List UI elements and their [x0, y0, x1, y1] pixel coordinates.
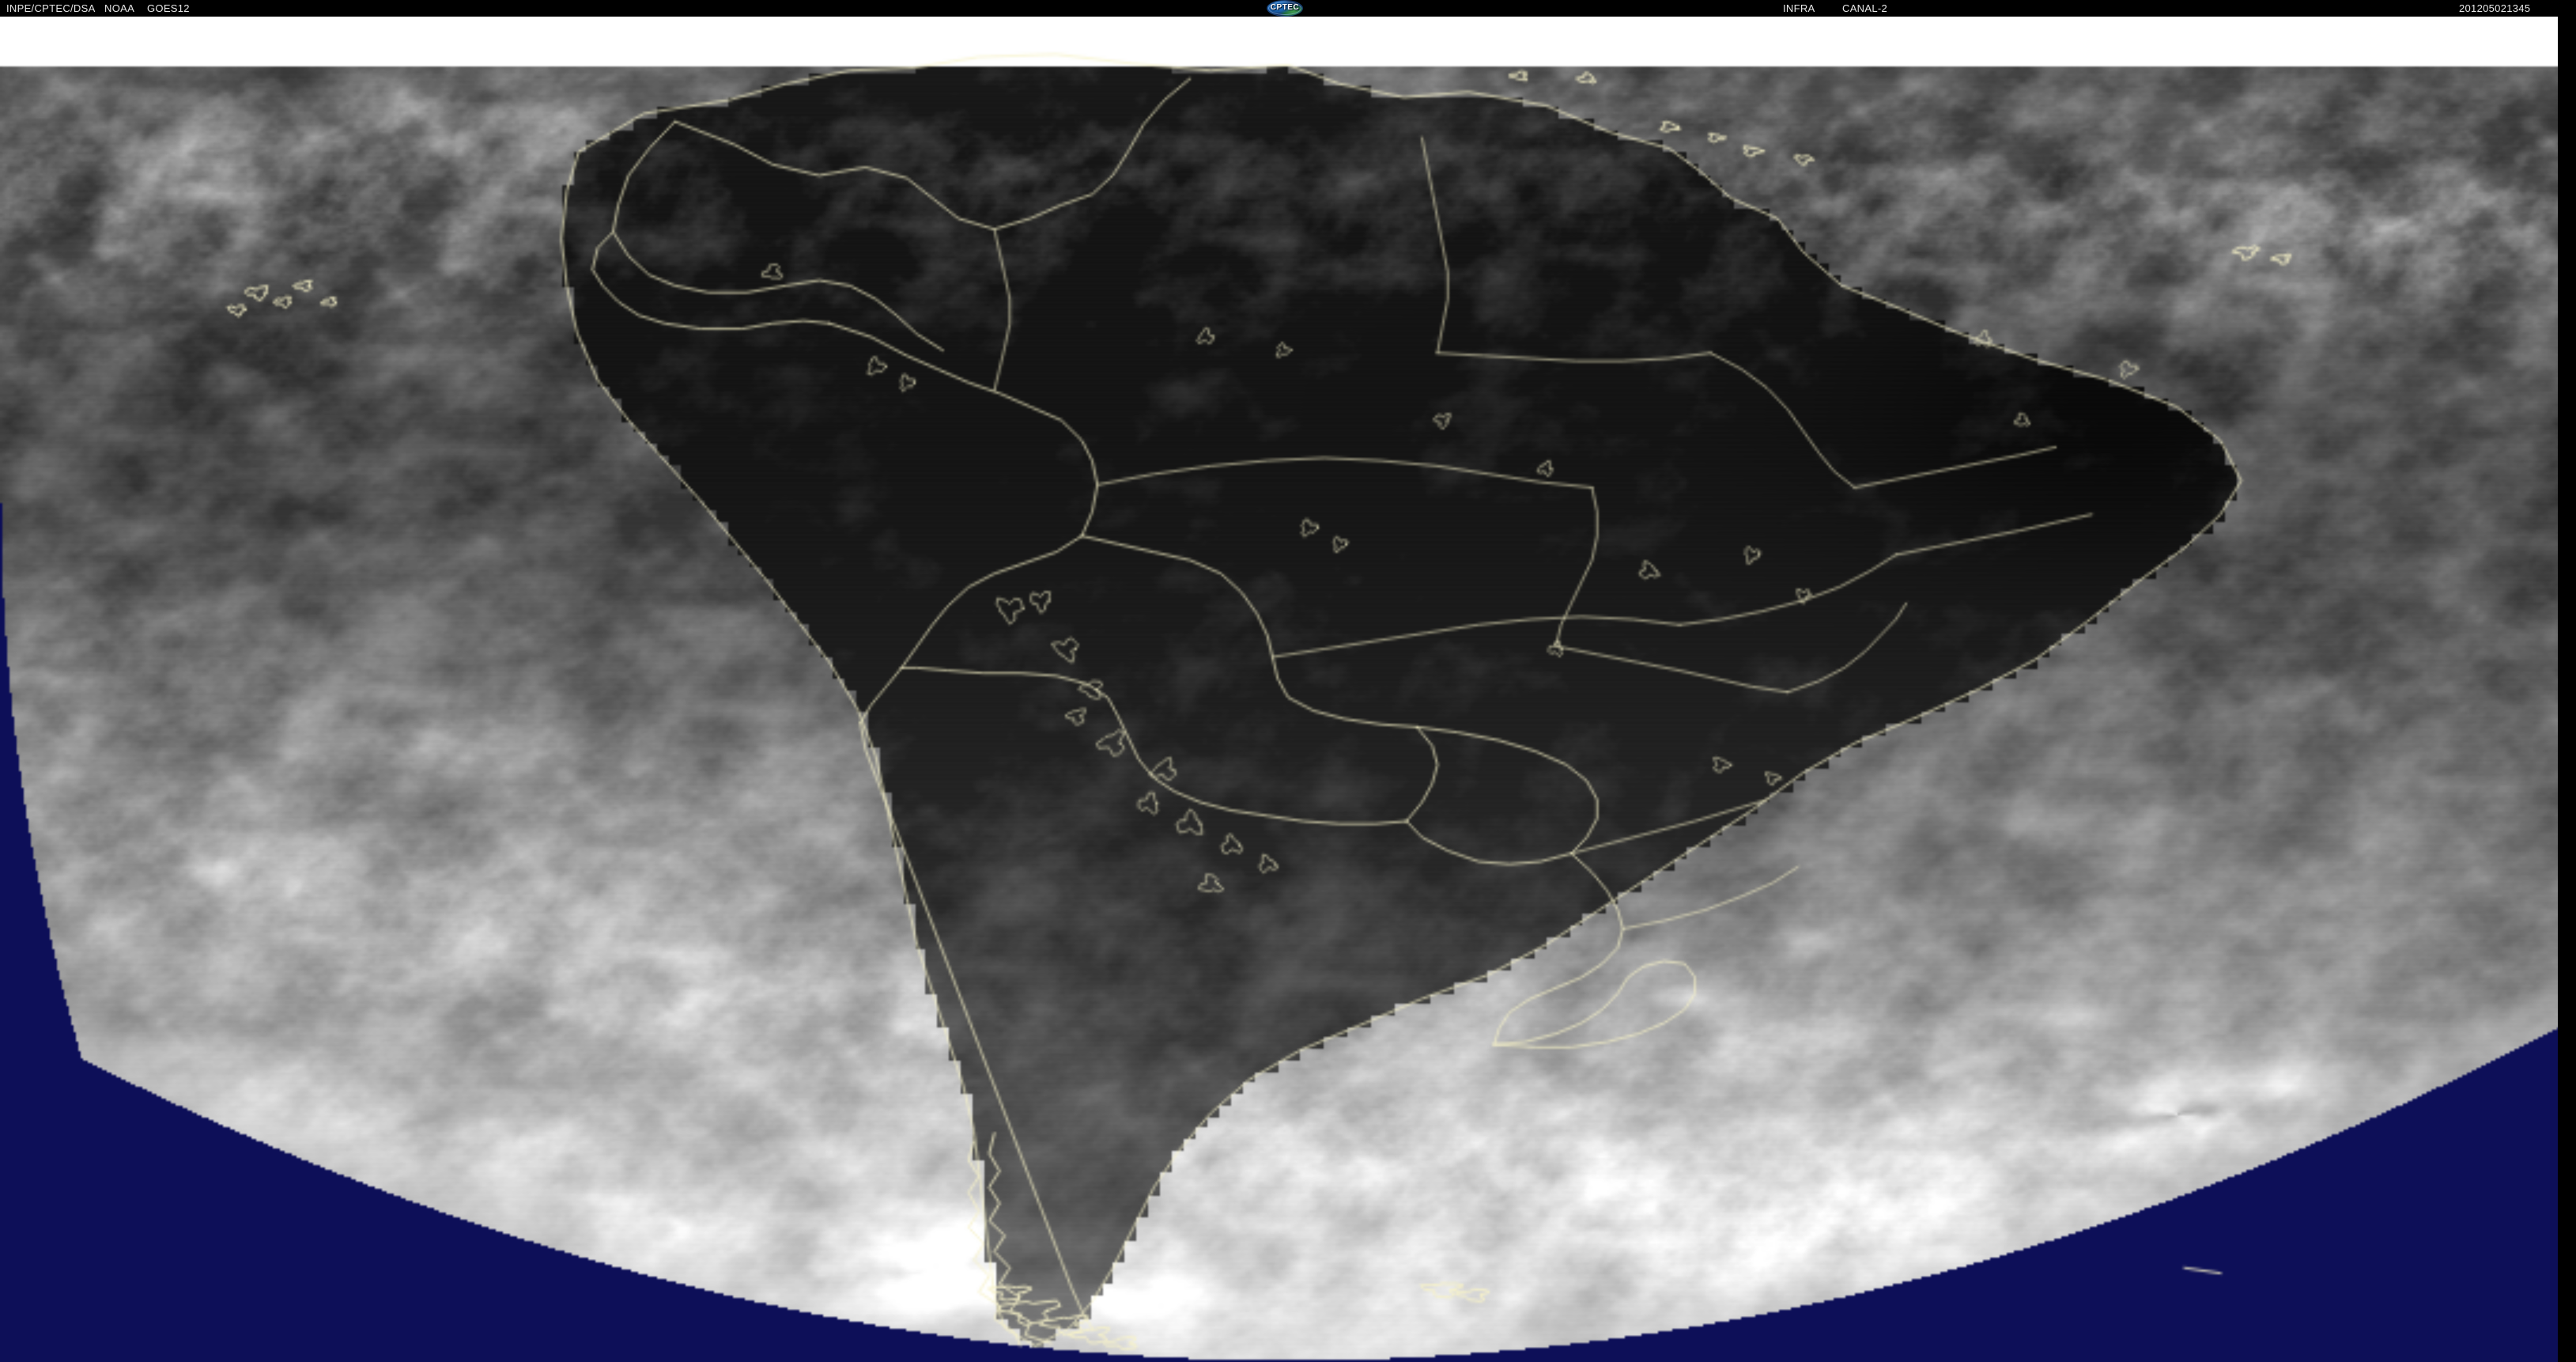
header-channel-band-label: CANAL-2 [1842, 2, 1888, 14]
header-satellite-label: GOES12 [147, 2, 190, 14]
header-bar: INPE/CPTEC/DSA NOAA GOES12 CPTEC INFRA C… [0, 0, 2576, 17]
cptec-logo-text: CPTEC [1270, 3, 1300, 12]
cptec-logo-ring [1268, 2, 1301, 15]
satellite-image-canvas [0, 17, 2576, 1362]
header-timestamp-label: 201205021345 [2459, 2, 2531, 14]
header-channel-type-label: INFRA [1783, 2, 1815, 14]
satellite-imagery [0, 17, 2576, 1362]
cptec-logo-icon: CPTEC [1267, 0, 1303, 17]
header-agency-label: INPE/CPTEC/DSA [6, 2, 96, 14]
right-black-margin [2558, 17, 2576, 1362]
header-network-label: NOAA [104, 2, 135, 14]
